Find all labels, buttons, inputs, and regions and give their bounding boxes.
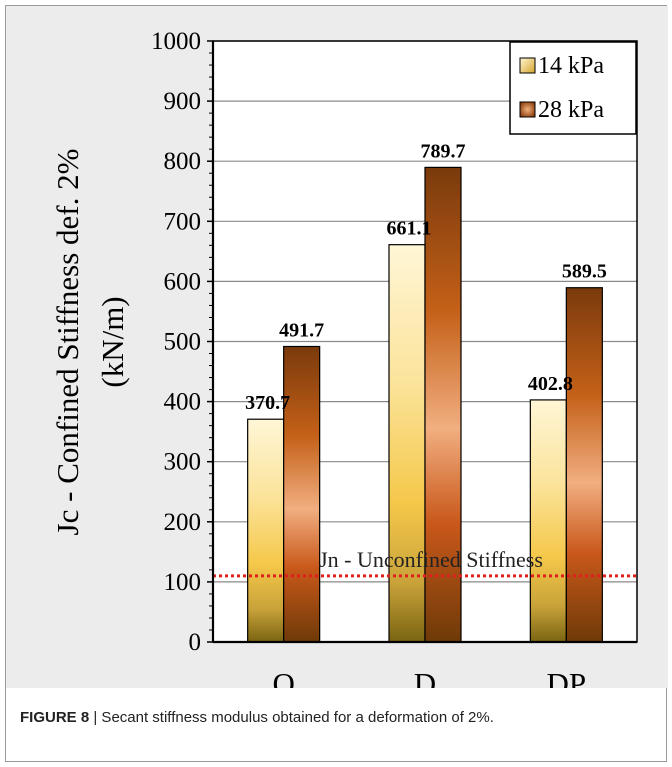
- data-label: 491.7: [279, 319, 324, 341]
- bar-series1: [388, 244, 426, 643]
- y-tick-label: 800: [164, 148, 202, 175]
- y-tick-label: 400: [164, 389, 202, 416]
- y-tick-label: 700: [164, 208, 202, 235]
- y-tick-label: 200: [164, 509, 202, 536]
- legend-box: [509, 41, 637, 135]
- bar-series1: [529, 399, 567, 643]
- y-tick-label: 500: [164, 329, 202, 356]
- data-label: 589.5: [562, 261, 607, 283]
- data-label: 789.7: [421, 140, 466, 162]
- y-axis-unit: (kN/m): [95, 296, 130, 387]
- legend-label: 14 kPa: [538, 53, 604, 79]
- bar-series2: [424, 166, 462, 643]
- y-tick-label: 100: [164, 569, 202, 596]
- data-label: 661.1: [387, 218, 432, 240]
- y-axis-title: Jc - Confined Stiffness def. 2%: [50, 149, 85, 536]
- reference-line-label: Jn - Unconfined Stiffness: [319, 547, 543, 572]
- y-tick-label: 1000: [151, 28, 201, 55]
- legend-label: 28 kPa: [538, 97, 604, 123]
- figure-caption: FIGURE 8 | Secant stiffness modulus obta…: [20, 709, 660, 726]
- legend-swatch: [519, 57, 536, 74]
- y-tick-label: 900: [164, 88, 202, 115]
- legend-swatch: [519, 101, 536, 118]
- figure-frame: Jn - Unconfined Stiffness 0 100 200 300 400 5…: [5, 5, 668, 762]
- bar-series2: [283, 345, 321, 643]
- data-label: 402.8: [528, 373, 573, 395]
- chart-area: Jn - Unconfined Stiffness 0 100 200 300 400 5…: [6, 6, 668, 688]
- y-tick-label: 600: [164, 268, 202, 295]
- bar-chart: Jn - Unconfined Stiffness 0 100 200 300 400 5…: [50, 28, 638, 688]
- bar-series2: [565, 287, 603, 643]
- y-tick-label: 300: [164, 449, 202, 476]
- bar-series1: [247, 418, 285, 643]
- x-tick-label: O: [272, 666, 294, 688]
- caption-text: Secant stiffness modulus obtained for a …: [97, 709, 494, 726]
- figure-label: FIGURE 8: [20, 709, 90, 726]
- x-tick-label: DP: [547, 666, 587, 688]
- data-label: 370.7: [245, 392, 290, 414]
- x-tick-label: D: [414, 666, 436, 688]
- caption-separator: |: [93, 709, 98, 726]
- y-tick-label: 0: [189, 629, 202, 656]
